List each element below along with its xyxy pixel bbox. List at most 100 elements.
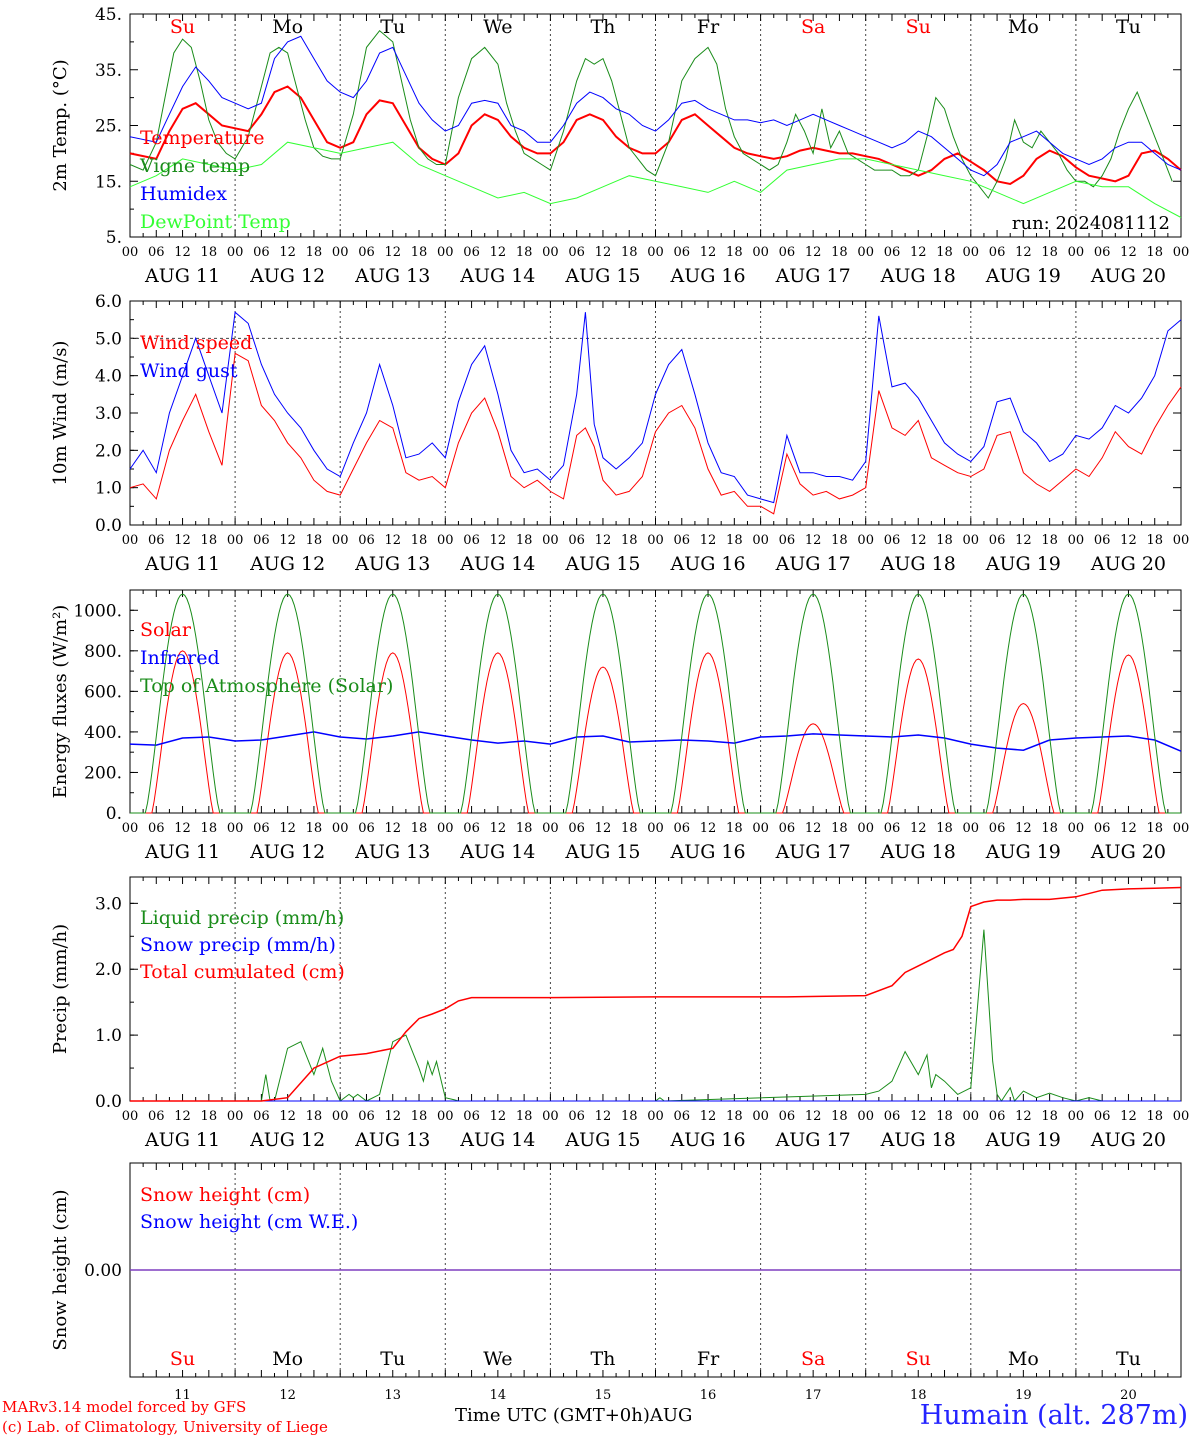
- hour-label: 12: [174, 821, 191, 836]
- y-tick-label: 1.0: [95, 479, 122, 499]
- hour-label: 06: [568, 1109, 585, 1124]
- date-label: AUG 11: [144, 841, 220, 863]
- date-label: AUG 12: [249, 841, 325, 863]
- hour-label: 00: [1068, 245, 1085, 260]
- y-tick-label: 5.0: [95, 329, 122, 349]
- hour-label: 18: [621, 1109, 638, 1124]
- day-number: 19: [1015, 1388, 1032, 1403]
- hour-label: 18: [936, 245, 953, 260]
- panel-wind: [129, 300, 1182, 526]
- hour-label: 06: [568, 533, 585, 548]
- weekday-label: Mo: [1008, 1348, 1039, 1370]
- hour-label: 00: [332, 821, 349, 836]
- hour-label: 00: [963, 245, 980, 260]
- y-tick-label: 2.0: [95, 960, 122, 980]
- hour-label: 00: [752, 533, 769, 548]
- hour-label: 06: [568, 821, 585, 836]
- hour-label: 00: [752, 821, 769, 836]
- date-label: AUG 20: [1090, 265, 1166, 287]
- y-tick-label: 0.0: [95, 516, 122, 536]
- y-tick-label: 5.: [106, 228, 122, 248]
- y-axis-title: 10m Wind (m/s): [50, 341, 71, 486]
- hour-label: 00: [542, 821, 559, 836]
- legend-vigne-temp: Vigne temp: [139, 155, 250, 177]
- hour-label: 18: [306, 245, 323, 260]
- hour-label: 12: [174, 245, 191, 260]
- legend-top-of-atmosphere-solar-: Top of Atmosphere (Solar): [140, 675, 393, 697]
- hour-label: 06: [779, 533, 796, 548]
- date-label: AUG 20: [1090, 841, 1166, 863]
- hour-label: 00: [1173, 1109, 1190, 1124]
- hour-label: 00: [437, 245, 454, 260]
- date-label: AUG 15: [564, 841, 640, 863]
- date-label: AUG 17: [775, 553, 851, 575]
- y-tick-label: 0.00: [84, 1261, 122, 1281]
- legend-snow-precip-mm-h-: Snow precip (mm/h): [140, 934, 336, 956]
- date-label: AUG 17: [775, 265, 851, 287]
- hour-label: 00: [332, 1109, 349, 1124]
- y-tick-label: 200.: [84, 763, 122, 783]
- hour-label: 00: [1173, 245, 1190, 260]
- hour-label: 06: [1094, 1109, 1111, 1124]
- day-number: 18: [910, 1388, 927, 1403]
- hour-label: 18: [516, 1109, 533, 1124]
- hour-label: 18: [936, 1109, 953, 1124]
- y-tick-label: 400.: [84, 723, 122, 743]
- weekday-label: Mo: [272, 1348, 303, 1370]
- date-label: AUG 14: [459, 841, 535, 863]
- day-number: 17: [805, 1388, 822, 1403]
- hour-label: 00: [1068, 821, 1085, 836]
- station-name: Humain (alt. 287m): [919, 1400, 1188, 1431]
- date-label: AUG 18: [880, 265, 956, 287]
- date-label: AUG 19: [985, 1129, 1061, 1151]
- day-number: 14: [490, 1388, 507, 1403]
- y-axis-title: Energy fluxes (W/m²): [50, 605, 71, 799]
- hour-label: 00: [963, 533, 980, 548]
- panel-energy: [129, 589, 1182, 814]
- weekday-label: We: [483, 1348, 512, 1370]
- hour-label: 18: [201, 245, 218, 260]
- panel-precip: [129, 876, 1182, 1102]
- day-number: 20: [1120, 1388, 1137, 1403]
- hour-label: 06: [779, 821, 796, 836]
- hour-label: 12: [700, 245, 717, 260]
- date-label: AUG 17: [775, 841, 851, 863]
- hour-label: 00: [122, 821, 139, 836]
- y-tick-label: 45.: [95, 5, 122, 25]
- model-credit: MARv3.14 model forced by GFS: [2, 1398, 247, 1416]
- y-tick-label: 3.0: [95, 404, 122, 424]
- date-label: AUG 14: [459, 553, 535, 575]
- legend-snow-height-cm-w-e-: Snow height (cm W.E.): [140, 1211, 358, 1233]
- y-tick-label: 4.0: [95, 367, 122, 387]
- legend-snow-height-cm-: Snow height (cm): [140, 1184, 310, 1206]
- weekday-label: Su: [906, 16, 931, 38]
- date-label: AUG 19: [985, 841, 1061, 863]
- hour-label: 18: [726, 1109, 743, 1124]
- hour-label: 00: [857, 245, 874, 260]
- legend-humidex: Humidex: [140, 183, 227, 205]
- day-number: 16: [700, 1388, 717, 1403]
- hour-label: 12: [174, 533, 191, 548]
- hour-label: 12: [1015, 1109, 1032, 1124]
- legend-dewpoint-temp: DewPoint Temp: [140, 211, 291, 233]
- hour-label: 00: [1068, 1109, 1085, 1124]
- hour-label: 00: [1068, 533, 1085, 548]
- hour-label: 06: [989, 821, 1006, 836]
- hour-label: 00: [857, 533, 874, 548]
- date-label: AUG 14: [459, 265, 535, 287]
- hour-label: 06: [148, 533, 165, 548]
- hour-label: 00: [437, 533, 454, 548]
- hour-label: 12: [384, 533, 401, 548]
- hour-label: 12: [1120, 245, 1137, 260]
- y-tick-label: 25.: [95, 117, 122, 137]
- hour-label: 12: [700, 533, 717, 548]
- hour-label: 00: [437, 1109, 454, 1124]
- hour-label: 00: [963, 1109, 980, 1124]
- date-label: AUG 16: [669, 1129, 745, 1151]
- weekday-label: Th: [590, 1348, 615, 1370]
- weekday-label: Tu: [380, 16, 405, 38]
- hour-label: 00: [542, 533, 559, 548]
- time-axis-month: AUG: [649, 1405, 693, 1426]
- hour-label: 18: [936, 533, 953, 548]
- weekday-label: Mo: [1008, 16, 1039, 38]
